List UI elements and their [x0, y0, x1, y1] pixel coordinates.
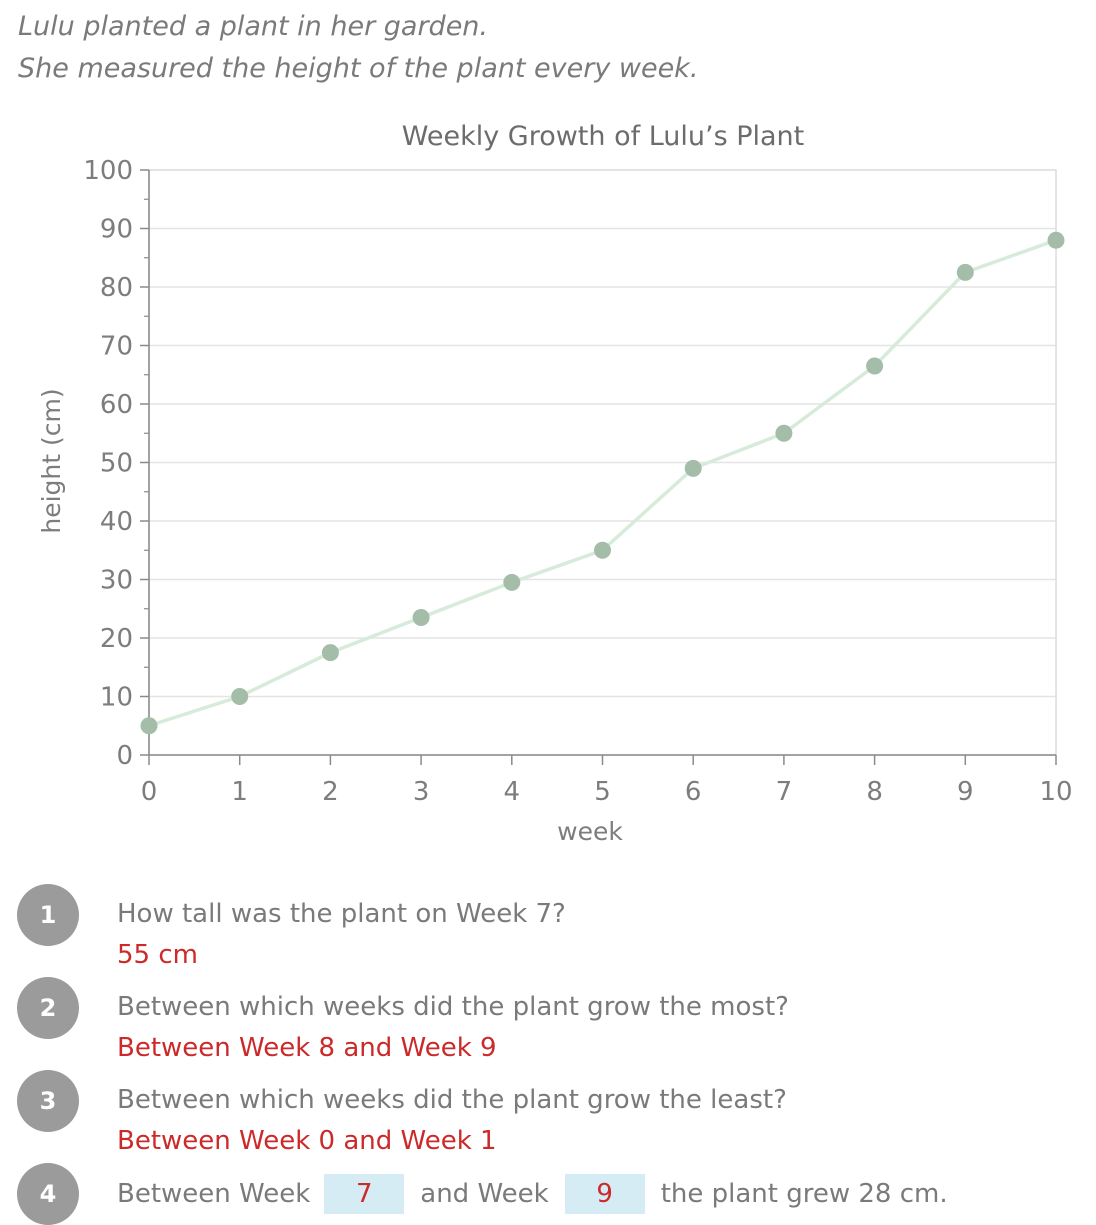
answer-text: Between Week 8 and Week 9 [117, 1033, 497, 1063]
tick-labels: 0 10 20 30 40 50 60 70 80 90 100 0 1 2 3 4 5 6 7 8 9 10 [83, 156, 1072, 807]
chart-title: Weekly Growth of Lulu’s Plant [402, 121, 805, 152]
y-tick-label: 50 [100, 449, 133, 479]
question-number-badge: 3 [17, 1070, 79, 1132]
question-text: Between Week 7 and Week 9 the plant grew… [117, 1174, 948, 1214]
y-tick-label: 70 [100, 332, 133, 362]
intro-text: Lulu planted a plant in her garden. She … [18, 6, 698, 90]
x-axis-label: week [557, 817, 623, 846]
data-point [866, 357, 884, 375]
y-tick-label: 60 [100, 390, 133, 420]
line-chart: Weekly Growth of Lulu’s Plant 0102030405… [37, 121, 1073, 846]
x-tick-label: 7 [776, 777, 793, 807]
data-point [412, 609, 430, 627]
data-point [956, 263, 974, 281]
data-point [594, 541, 611, 559]
x-tick-label: 4 [504, 777, 521, 807]
answer-text: Between Week 0 and Week 1 [117, 1126, 497, 1156]
y-tick-label: 30 [100, 566, 133, 596]
y-tick-label: 80 [100, 273, 133, 303]
y-tick-label: 10 [100, 683, 133, 713]
question-part-2: and Week [420, 1179, 549, 1209]
question-number-badge: 2 [17, 977, 79, 1039]
axes [140, 169, 1057, 765]
data-point [503, 573, 521, 591]
x-tick-label: 0 [141, 777, 158, 807]
question-number-badge: 4 [17, 1163, 79, 1225]
x-tick-label: 6 [685, 777, 702, 807]
answer-blank-1: 7 [324, 1174, 405, 1214]
y-axis-label: height (cm) [37, 388, 66, 533]
data-point [231, 688, 249, 705]
question-number-badge: 1 [17, 884, 79, 946]
y-tick-label: 40 [100, 507, 133, 537]
series-line [148, 238, 1057, 728]
question-text: Between which weeks did the plant grow t… [117, 992, 789, 1022]
y-tick-label: 90 [100, 215, 133, 245]
x-tick-label: 1 [231, 777, 248, 807]
x-tick-label: 10 [1039, 777, 1072, 807]
x-tick-label: 2 [322, 777, 339, 807]
question-part-3: the plant grew 28 cm. [660, 1179, 948, 1209]
question-part-1: Between Week [117, 1179, 311, 1209]
y-tick-label: 100 [83, 156, 133, 186]
data-point [775, 424, 793, 442]
data-point [1047, 231, 1065, 249]
x-tick-label: 5 [594, 777, 611, 807]
x-tick-label: 9 [957, 777, 974, 807]
grid [149, 227, 1056, 698]
data-point [321, 644, 339, 662]
y-tick-label: 0 [116, 741, 133, 771]
x-tick-label: 8 [866, 777, 883, 807]
intro-line-2: She measured the height of the plant eve… [18, 53, 699, 84]
x-tick-label: 3 [413, 777, 430, 807]
question-text: How tall was the plant on Week 7? [117, 899, 566, 929]
question-text: Between which weeks did the plant grow t… [117, 1085, 787, 1115]
data-point [684, 459, 702, 477]
answer-blank-2: 9 [564, 1174, 645, 1214]
data-points [140, 231, 1065, 735]
data-point [140, 717, 158, 735]
answer-text: 55 cm [117, 940, 198, 970]
intro-line-1: Lulu planted a plant in her garden. [18, 11, 488, 42]
y-tick-label: 20 [100, 624, 133, 654]
